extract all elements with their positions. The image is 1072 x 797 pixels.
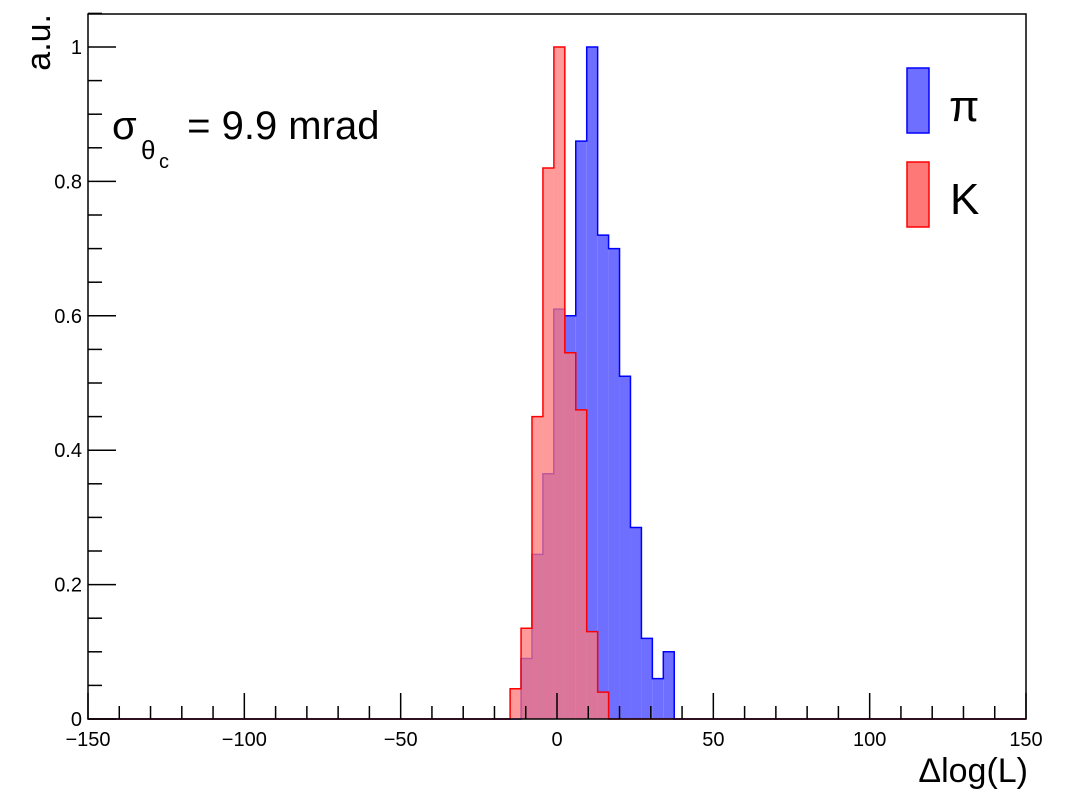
x-tick-label: −100	[222, 729, 267, 751]
x-tick-label: −150	[65, 729, 110, 751]
legend-label-pi: π	[949, 82, 979, 131]
y-axis-title: a.u.	[20, 14, 58, 71]
histogram-bar	[553, 47, 565, 719]
legend-swatch-k	[906, 161, 930, 228]
legend-label-k: K	[950, 175, 979, 224]
histogram-bar	[564, 352, 576, 719]
axis-ticks: −150 −100 −50 0 50 100 150 0 0.2 0.4 0.6 0.8 1	[54, 12, 1043, 751]
x-tick-label: −50	[384, 729, 418, 751]
histogram-bar	[542, 167, 554, 719]
legend-swatch-pi	[906, 67, 930, 134]
histogram-bar	[663, 651, 675, 719]
histogram-bar	[510, 688, 522, 719]
histogram-bar	[630, 527, 642, 719]
resolution-annotation: σ θ c = 9.9 mrad	[112, 104, 379, 173]
x-tick-label: 100	[853, 729, 886, 751]
histogram-bar	[575, 409, 587, 719]
annotation-c: c	[159, 151, 169, 173]
histogram-bar	[531, 416, 543, 719]
histogram-bar	[597, 235, 609, 719]
x-axis-title: Δlog(L)	[918, 752, 1028, 790]
histogram-bar	[586, 47, 598, 719]
histogram-series-k	[88, 46, 1026, 720]
histogram-bar	[521, 628, 532, 719]
histogram-bar	[652, 678, 664, 719]
y-tick-label: 0.2	[54, 575, 82, 597]
annotation-text: = 9.9 mrad	[176, 104, 379, 148]
annotation-sigma: σ	[112, 104, 137, 148]
y-tick-label: 0.6	[54, 306, 82, 328]
y-tick-label: 0.8	[54, 171, 82, 193]
annotation-theta: θ	[141, 135, 155, 165]
x-tick-label: 150	[1009, 729, 1042, 751]
histogram-bar	[586, 631, 598, 719]
y-tick-label: 0.4	[54, 440, 82, 462]
histogram-layer	[88, 46, 1026, 720]
legend: π K	[906, 67, 979, 228]
y-tick-label: 1	[71, 37, 82, 59]
histogram-bar	[641, 638, 653, 719]
histogram-bar	[597, 692, 609, 719]
histogram-bar	[619, 376, 631, 719]
x-tick-label: 0	[551, 729, 562, 751]
y-tick-label: 0	[71, 709, 82, 731]
x-tick-label: 50	[702, 729, 724, 751]
histogram-bar	[608, 248, 620, 719]
